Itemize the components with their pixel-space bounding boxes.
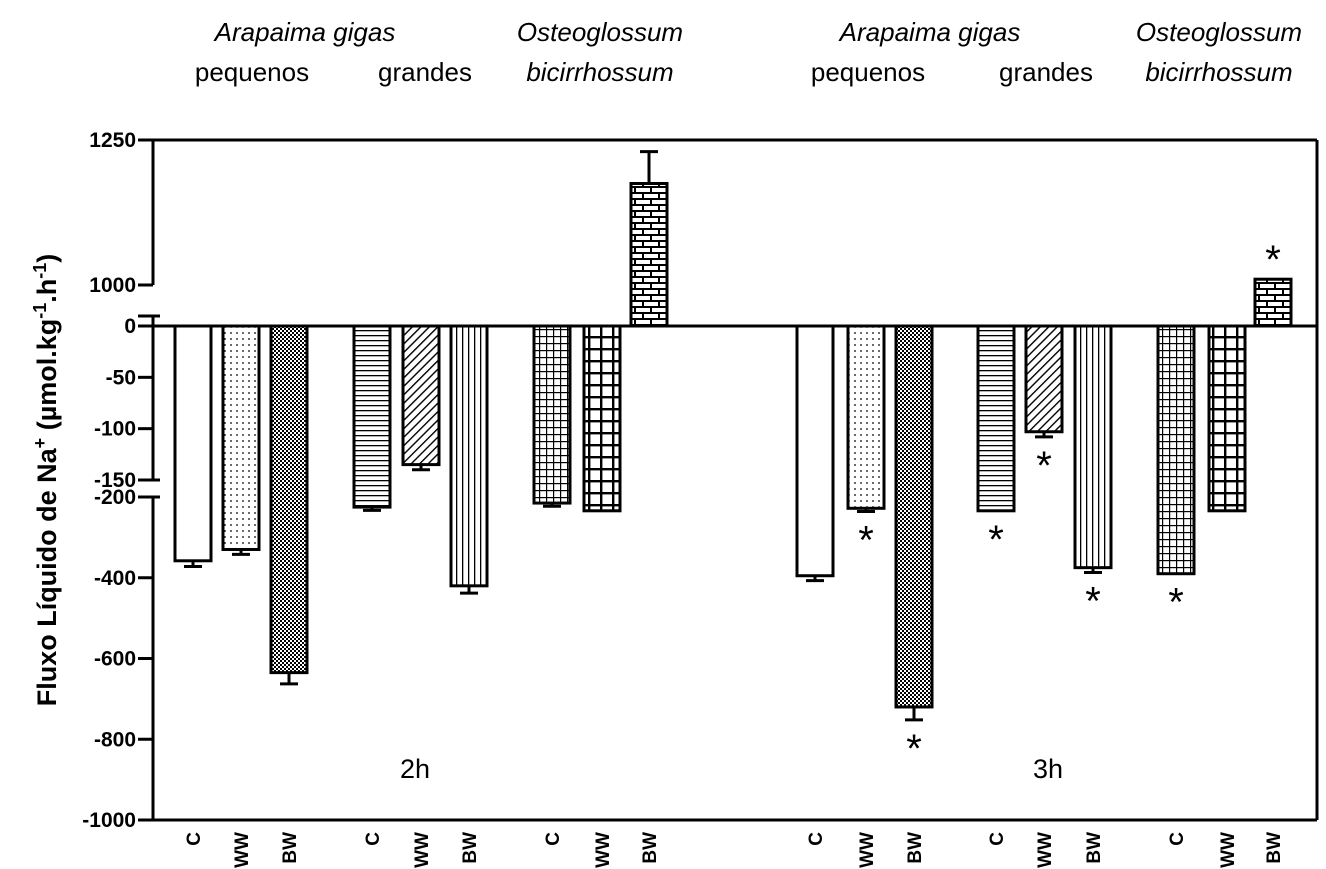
bar <box>1024 324 1064 434</box>
bar <box>894 324 934 709</box>
x-category-label: WW <box>412 832 433 868</box>
size-header: grandes <box>378 57 472 87</box>
x-category-label: BW <box>1264 832 1285 864</box>
bar <box>846 324 886 510</box>
x-category-label: BW <box>1084 832 1105 864</box>
y-tick-label: -50 <box>106 366 136 389</box>
y-axis-title-part: (µmol.kg <box>32 319 62 438</box>
significance-star: * <box>906 727 922 771</box>
significance-star: * <box>1085 580 1101 624</box>
y-tick-label: -200 <box>94 486 136 509</box>
bar <box>449 324 489 588</box>
species-header: bicirrhossum <box>1145 57 1292 87</box>
bar <box>269 324 309 675</box>
bar <box>401 324 441 467</box>
x-category-label: WW <box>1035 832 1056 868</box>
x-category-label: WW <box>1218 832 1239 868</box>
bar <box>976 324 1016 513</box>
x-category-label: WW <box>593 832 614 868</box>
significance-star: * <box>858 519 874 563</box>
significance-star: * <box>1036 444 1052 488</box>
x-category-label: WW <box>232 832 253 868</box>
y-tick-label: -400 <box>94 567 136 590</box>
x-category-label: BW <box>640 832 661 864</box>
bar <box>795 324 835 578</box>
time-label: 2h <box>400 754 430 784</box>
y-axis-title-part: + <box>30 438 50 449</box>
time-label: 3h <box>1033 754 1063 784</box>
species-header: Arapaima gigas <box>838 17 1021 47</box>
bar <box>1253 277 1293 328</box>
y-axis-title-part: .h <box>32 279 62 303</box>
species-header: Osteoglossum <box>1136 17 1302 47</box>
bar <box>1156 324 1196 576</box>
y-tick-label: -100 <box>94 418 136 441</box>
y-tick-label: -800 <box>94 728 136 751</box>
bar <box>173 324 213 563</box>
x-category-label: WW <box>857 832 878 868</box>
x-category-label: C <box>184 832 205 846</box>
species-header: bicirrhossum <box>526 57 673 87</box>
y-tick-label: 1250 <box>89 129 136 152</box>
size-header: grandes <box>999 57 1093 87</box>
species-header: Arapaima gigas <box>213 17 396 47</box>
significance-star: * <box>1168 581 1184 625</box>
bar <box>221 324 261 551</box>
size-header: pequenos <box>195 57 309 87</box>
x-category-label: BW <box>460 832 481 864</box>
size-header: pequenos <box>811 57 925 87</box>
x-category-label: C <box>363 832 384 846</box>
axes: 1250 1000 0 -50 -100 -150-200 -400 -600 -800 -100… <box>30 129 1319 832</box>
x-category-label: C <box>987 832 1008 846</box>
y-axis-title: Fluxo Líquido de Na+ (µmol.kg-1.h-1) <box>30 254 62 707</box>
x-category-label: BW <box>280 832 301 864</box>
x-category-label: C <box>806 832 827 846</box>
y-tick-label: -600 <box>94 648 136 671</box>
significance-star: * <box>988 518 1004 562</box>
x-category-label: C <box>1167 832 1188 846</box>
bar <box>629 182 669 328</box>
y-axis-title-part: -1 <box>30 263 50 279</box>
y-axis-title-part: -1 <box>30 303 50 319</box>
bar <box>532 324 572 505</box>
y-axis-title-part: Fluxo Líquido de Na <box>32 447 62 706</box>
labels: C WW BW C WW BW C WW BW C WW BW C WW BW C WW BW 2h 3h Arapai… <box>184 17 1302 868</box>
bars: * * * * * * * <box>173 150 1293 771</box>
bar <box>582 324 622 513</box>
y-tick-label: 0 <box>124 315 136 338</box>
x-category-label: BW <box>905 832 926 864</box>
significance-star: * <box>1265 238 1281 282</box>
y-tick-label: -1000 <box>82 809 136 832</box>
species-header: Osteoglossum <box>517 17 683 47</box>
y-tick-label: -150 <box>94 469 136 492</box>
bar <box>1073 324 1113 570</box>
bar <box>352 324 392 509</box>
bar <box>1207 324 1247 513</box>
y-axis-title-part: ) <box>32 254 62 263</box>
y-tick-label: 1000 <box>89 274 136 297</box>
x-category-label: C <box>543 832 564 846</box>
